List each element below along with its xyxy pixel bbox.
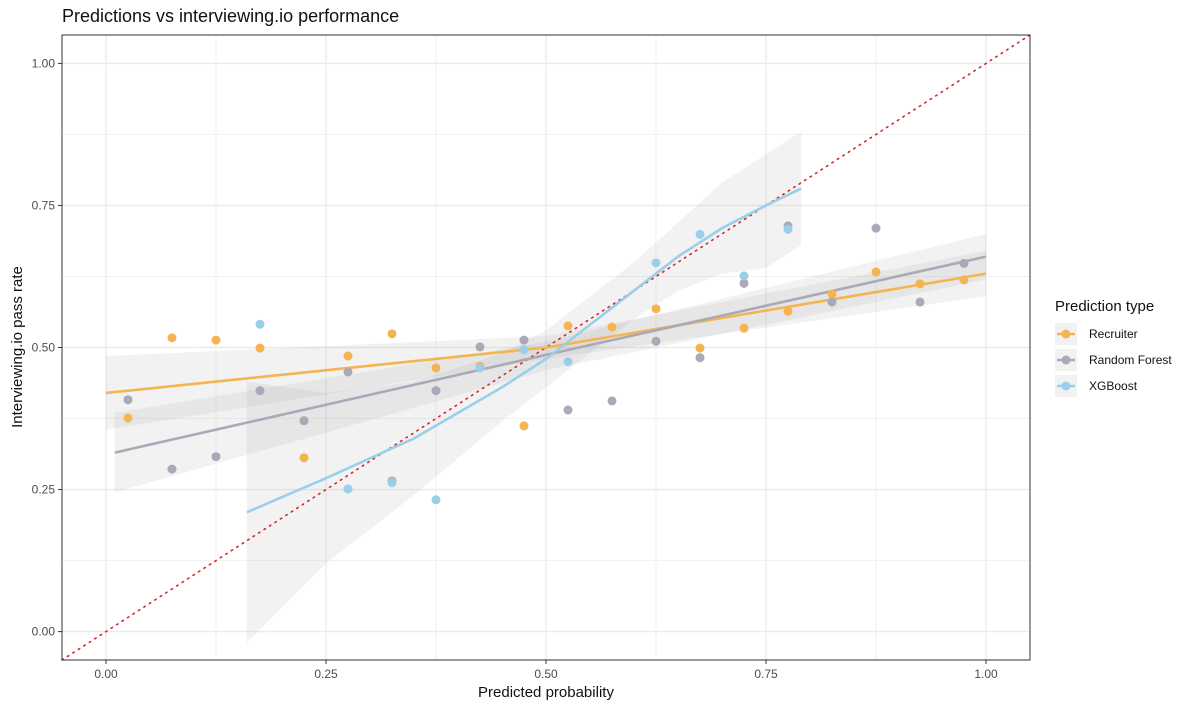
recruiter-point	[299, 453, 309, 463]
x-axis-label: Predicted probability	[478, 684, 614, 701]
x-tick-label: 1.00	[974, 667, 998, 681]
legend-key-point	[1061, 329, 1071, 339]
y-tick-label: 0.25	[32, 483, 56, 497]
xgboost-point	[739, 271, 749, 281]
recruiter-point	[563, 321, 573, 331]
recruiter-point	[915, 279, 925, 289]
xgboost-point	[387, 478, 397, 488]
y-tick-label: 0.00	[32, 625, 56, 639]
recruiter-point	[431, 363, 441, 373]
legend-label-xgboost: XGBoost	[1089, 379, 1138, 393]
xgboost-point	[783, 224, 793, 234]
recruiter-point	[739, 323, 749, 333]
y-tick-label: 0.75	[32, 198, 56, 212]
y-tick-label: 0.50	[32, 341, 56, 355]
random-forest-point	[563, 405, 573, 415]
random-forest-point	[475, 342, 485, 352]
random-forest-point	[959, 258, 969, 268]
xgboost-point	[475, 363, 485, 373]
random-forest-point	[123, 395, 133, 405]
random-forest-confidence-band	[114, 233, 987, 493]
x-tick-label: 0.25	[314, 667, 338, 681]
xgboost-fit-line	[246, 187, 802, 514]
recruiter-point	[607, 322, 617, 332]
data-points	[123, 221, 969, 505]
y-tick-label: 1.00	[32, 56, 56, 70]
recruiter-point	[959, 275, 969, 285]
recruiter-point	[827, 289, 837, 299]
xgboost-point	[651, 258, 661, 268]
xgboost-point	[255, 319, 265, 329]
legend: Prediction type Recruiter Random Forest XG…	[1055, 298, 1172, 397]
xgboost-confidence-band	[246, 131, 802, 643]
y-axis-label: Interviewing.io pass rate	[9, 266, 26, 428]
legend-label-recruiter: Recruiter	[1089, 327, 1138, 341]
axis-ticks: 0.00 0.25 0.50 0.75 1.00 0.00 0.25 0.50 0.75 1.00	[32, 56, 998, 681]
legend-label-random-forest: Random Forest	[1089, 353, 1172, 367]
xgboost-point	[343, 484, 353, 494]
random-forest-point	[343, 367, 353, 377]
random-forest-point	[739, 278, 749, 288]
recruiter-point	[387, 329, 397, 339]
random-forest-point	[299, 416, 309, 426]
xgboost-point	[695, 229, 705, 239]
legend-key-point	[1061, 381, 1071, 391]
xgboost-point	[519, 345, 529, 355]
confidence-bands	[106, 131, 987, 643]
random-forest-point	[695, 353, 705, 363]
random-forest-point	[827, 297, 837, 307]
recruiter-point	[167, 333, 177, 343]
recruiter-confidence-band	[106, 250, 986, 430]
x-tick-label: 0.50	[534, 667, 558, 681]
recruiter-point	[255, 343, 265, 353]
random-forest-point	[519, 335, 529, 345]
recruiter-fit-line	[105, 272, 987, 395]
recruiter-point	[871, 267, 881, 277]
random-forest-point	[607, 396, 617, 406]
chart-title: Predictions vs interviewing.io performan…	[62, 6, 399, 26]
xgboost-point	[431, 495, 441, 505]
recruiter-point	[123, 413, 133, 423]
recruiter-point	[519, 421, 529, 431]
legend-key-point	[1061, 355, 1071, 365]
random-forest-point	[651, 336, 661, 346]
x-tick-label: 0.75	[754, 667, 778, 681]
recruiter-point	[211, 335, 221, 345]
grid	[62, 35, 1030, 660]
legend-title: Prediction type	[1055, 298, 1154, 315]
xgboost-point	[563, 357, 573, 367]
random-forest-fit-line	[114, 255, 987, 454]
recruiter-point	[783, 306, 793, 316]
recruiter-point	[651, 304, 661, 314]
random-forest-point	[211, 452, 221, 462]
recruiter-point	[343, 351, 353, 361]
random-forest-point	[871, 223, 881, 233]
random-forest-point	[255, 386, 265, 396]
x-tick-label: 0.00	[94, 667, 118, 681]
random-forest-point	[915, 297, 925, 307]
fit-lines	[105, 187, 987, 514]
random-forest-point	[167, 464, 177, 474]
random-forest-point	[431, 386, 441, 396]
recruiter-point	[695, 343, 705, 353]
